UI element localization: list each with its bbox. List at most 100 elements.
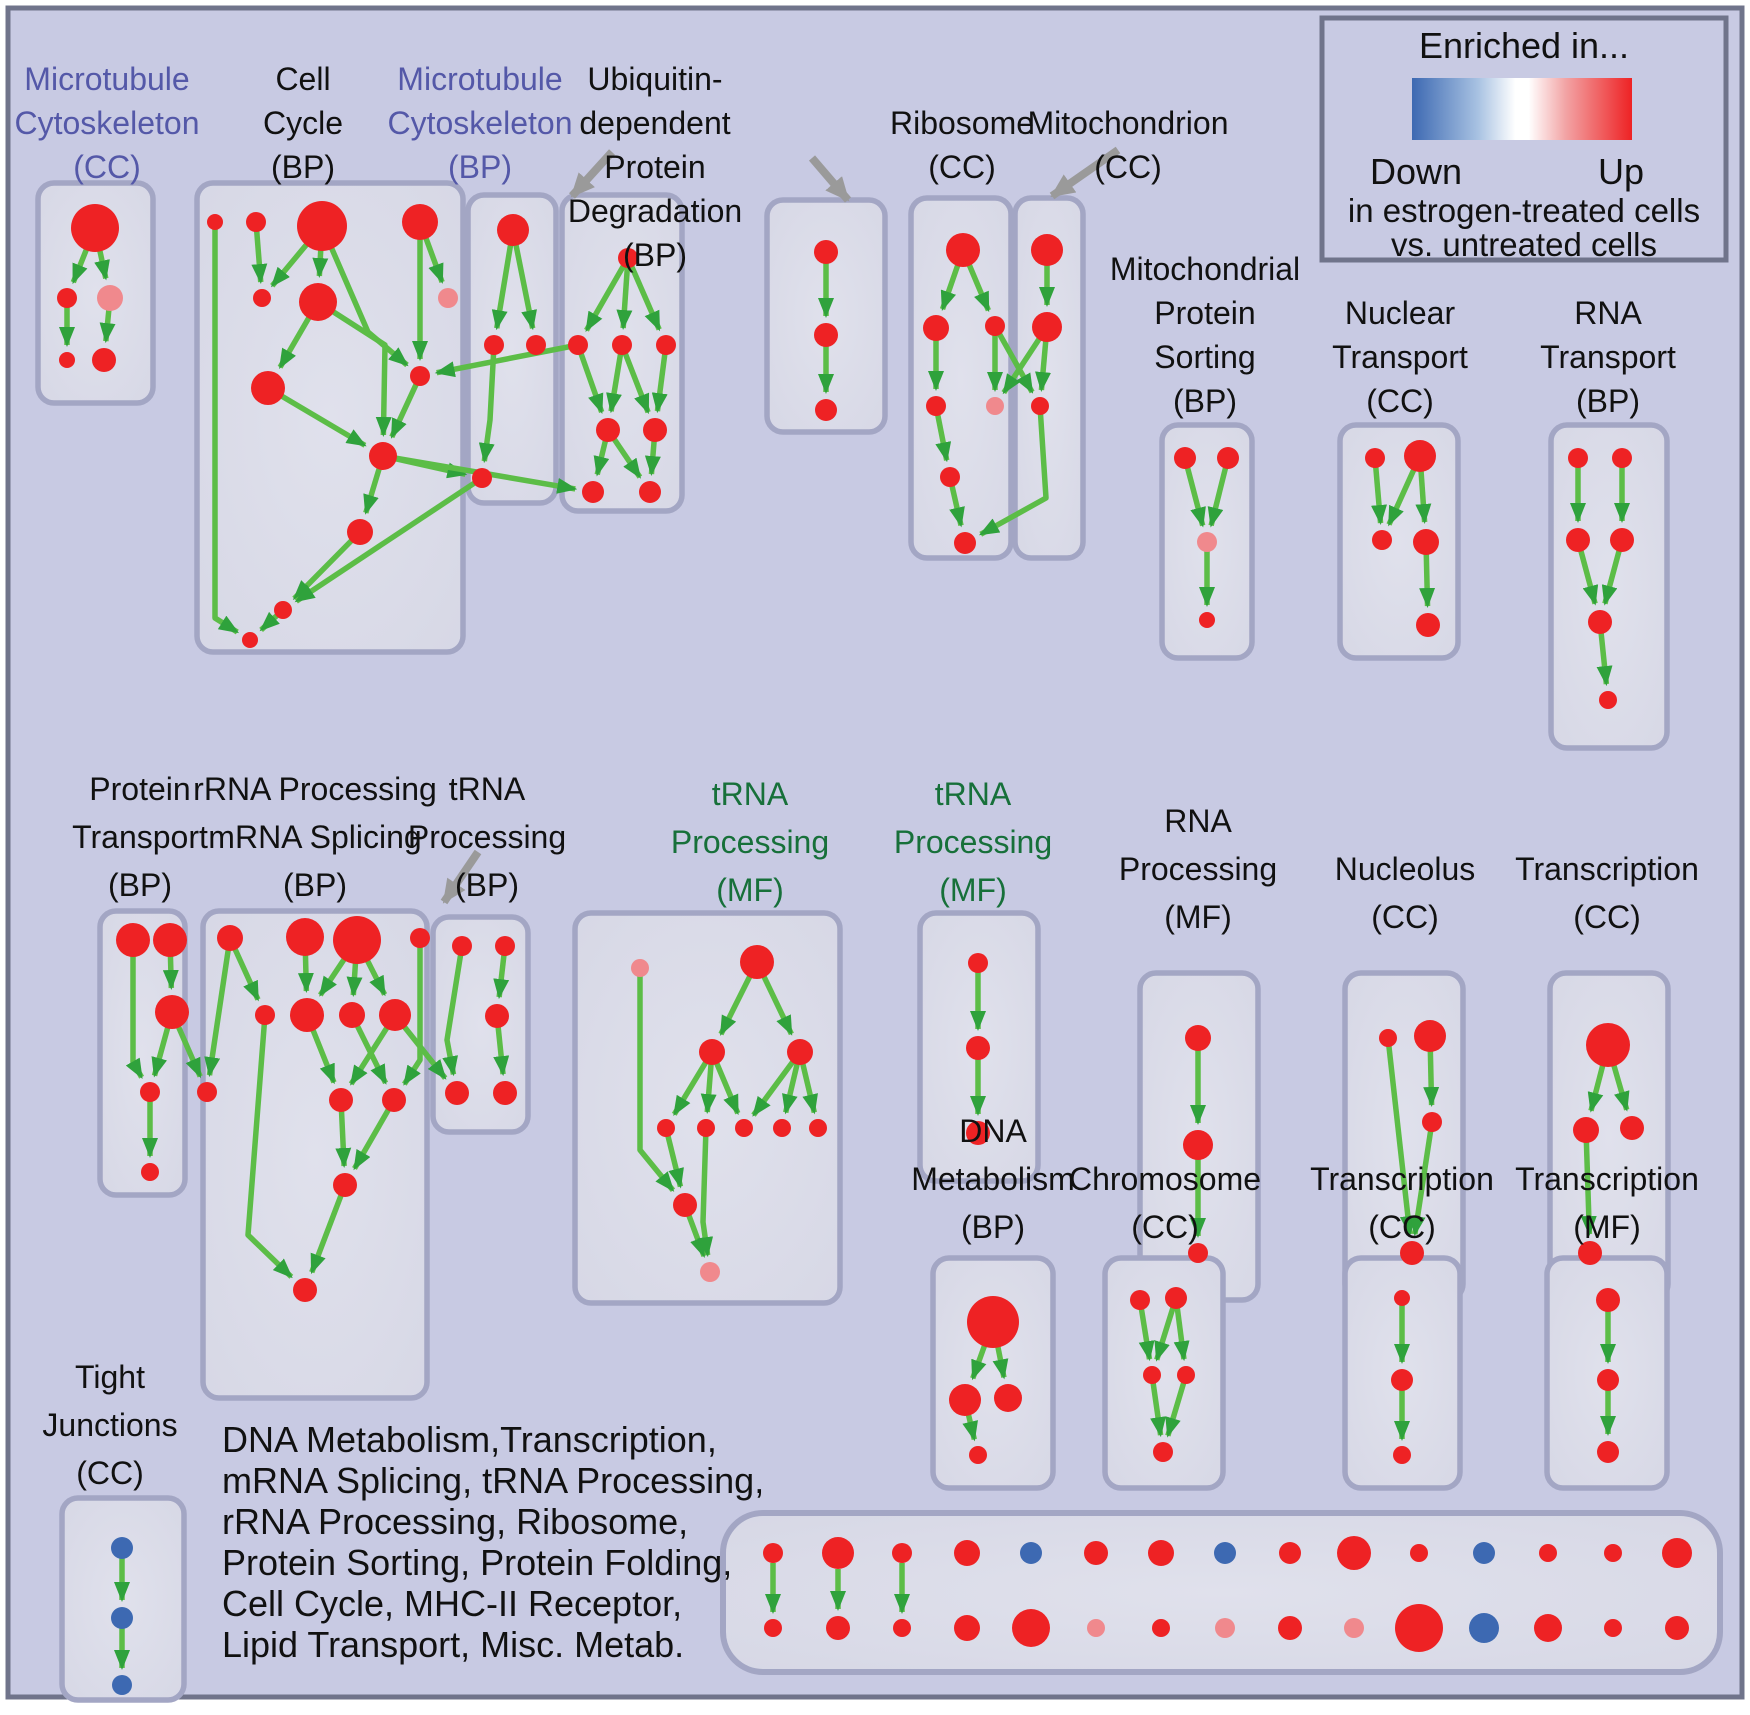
node-i1 [1404, 440, 1436, 472]
misc-node-bottom-14 [1665, 1616, 1689, 1640]
node-b9 [369, 442, 397, 470]
label-trna-mf-2-line-0: tRNA [935, 776, 1012, 812]
label-protein-transport-line-0: Protein [89, 771, 190, 807]
label-cell-cycle-line-1: Cycle [263, 105, 343, 141]
node-a3 [59, 352, 75, 368]
label-rrna-mrna-line-1: mRNA Splicing [208, 819, 421, 855]
node-t2 [1143, 1366, 1161, 1384]
label-cell-cycle-line-2: (BP) [271, 149, 335, 185]
node-w2 [112, 1675, 132, 1695]
node-w0 [111, 1537, 133, 1559]
node-a2 [97, 285, 123, 311]
node-g2 [1031, 397, 1049, 415]
node-n1 [740, 945, 774, 979]
label-nucleolus-line-0: Nucleolus [1335, 851, 1476, 887]
label-trna-mf-2-line-2: (MF) [939, 872, 1007, 908]
cluster-box-dna-metabolism [930, 1255, 1056, 1491]
footer-line-0: DNA Metabolism,Transcription, [222, 1419, 717, 1460]
node-f1 [923, 315, 949, 341]
node-q0 [1379, 1029, 1397, 1047]
node-e2 [815, 399, 837, 421]
node-b10 [347, 519, 373, 545]
node-o0 [968, 953, 988, 973]
node-l0 [217, 925, 243, 951]
node-h3 [1199, 612, 1215, 628]
node-r1 [1573, 1117, 1599, 1143]
node-j1 [1612, 448, 1632, 468]
node-l4 [255, 1005, 275, 1025]
edge-rrna-mrna-12 [309, 1184, 348, 1275]
misc-node-bottom-7 [1215, 1618, 1235, 1638]
cluster-box-rrna-mrna [200, 908, 430, 1401]
label-transcription-cc-mid-line-1: (CC) [1573, 899, 1641, 935]
label-chromosome-line-0: Chromosome [1069, 1161, 1261, 1197]
label-mito-sorting-line-0: Mitochondrial [1110, 251, 1300, 287]
node-r0 [1586, 1023, 1630, 1067]
label-trna-bp-line-1: Processing [408, 819, 566, 855]
misc-node-top-12 [1539, 1544, 1557, 1562]
footer-line-4: Cell Cycle, MHC-II Receptor, [222, 1583, 682, 1624]
node-r2 [1620, 1116, 1644, 1140]
misc-node-top-4 [1020, 1542, 1042, 1564]
edge-ubiquitin-cluster-4 [606, 344, 625, 414]
legend-down-label: Down [1370, 151, 1462, 192]
node-g0 [1031, 234, 1063, 266]
misc-node-top-10 [1410, 1544, 1428, 1562]
node-i2 [1372, 530, 1392, 550]
node-f0 [946, 233, 980, 267]
node-n7 [773, 1119, 791, 1137]
misc-node-bottom-11 [1469, 1613, 1499, 1643]
label-trna-mf-1-line-0: tRNA [712, 776, 789, 812]
misc-node-top-11 [1473, 1542, 1495, 1564]
label-trna-mf-2-line-1: Processing [894, 824, 1052, 860]
label-mitochondrion-line-0: Mitochondrion [1028, 105, 1229, 141]
node-u1 [1391, 1369, 1413, 1391]
node-e0 [814, 240, 838, 264]
mitochondrion-arrow [1049, 146, 1121, 200]
node-b12 [242, 632, 258, 648]
cross-edge-6 [978, 405, 1049, 537]
node-c1 [484, 335, 504, 355]
footer-line-3: Protein Sorting, Protein Folding, [222, 1542, 732, 1583]
edge-ubiquitin-cluster-2 [625, 256, 662, 332]
label-nuclear-transport-line-2: (CC) [1366, 383, 1434, 419]
cross-edge-0 [434, 342, 579, 378]
node-k5 [141, 1163, 159, 1181]
label-ubiquitin-line-3: Degradation [568, 193, 742, 229]
misc-node-bottom-10 [1395, 1604, 1443, 1652]
node-l7 [379, 999, 411, 1031]
edge-cell-cycle-8 [316, 299, 392, 438]
node-a0 [71, 204, 119, 252]
edge-rrna-mrna-6 [402, 938, 423, 1086]
label-trna-bp-line-0: tRNA [449, 771, 526, 807]
node-n4 [657, 1119, 675, 1137]
misc-node-bottom-6 [1152, 1619, 1170, 1637]
node-g1 [1032, 312, 1062, 342]
node-i3 [1413, 529, 1439, 555]
edge-mc-bp-1 [510, 229, 537, 331]
misc-node-top-0 [763, 1543, 783, 1563]
misc-node-bottom-2 [893, 1619, 911, 1637]
node-v0 [1596, 1288, 1620, 1312]
edge-cell-cycle-10 [389, 374, 423, 439]
edge-ubiquitin-cluster-1 [616, 257, 633, 331]
node-q3 [1400, 1241, 1424, 1265]
misc-node-top-14 [1662, 1538, 1692, 1568]
cross-edge-3 [294, 475, 484, 604]
node-j3 [1610, 528, 1634, 552]
node-f5 [940, 467, 960, 487]
edge-protein-transport-0 [125, 940, 145, 1079]
node-l3 [410, 928, 430, 948]
misc-node-bottom-12 [1534, 1614, 1562, 1642]
node-k0 [116, 923, 150, 957]
node-j5 [1599, 691, 1617, 709]
node-v2 [1597, 1441, 1619, 1463]
label-rrna-mrna-line-2: (BP) [283, 867, 347, 903]
node-l2 [333, 916, 381, 964]
label-ubiquitin-line-0: Ubiquitin- [587, 61, 722, 97]
edge-cell-cycle-9 [266, 385, 367, 448]
label-nuclear-transport-line-0: Nuclear [1345, 295, 1456, 331]
legend-title: Enriched in... [1419, 25, 1629, 66]
node-q1 [1414, 1020, 1446, 1052]
